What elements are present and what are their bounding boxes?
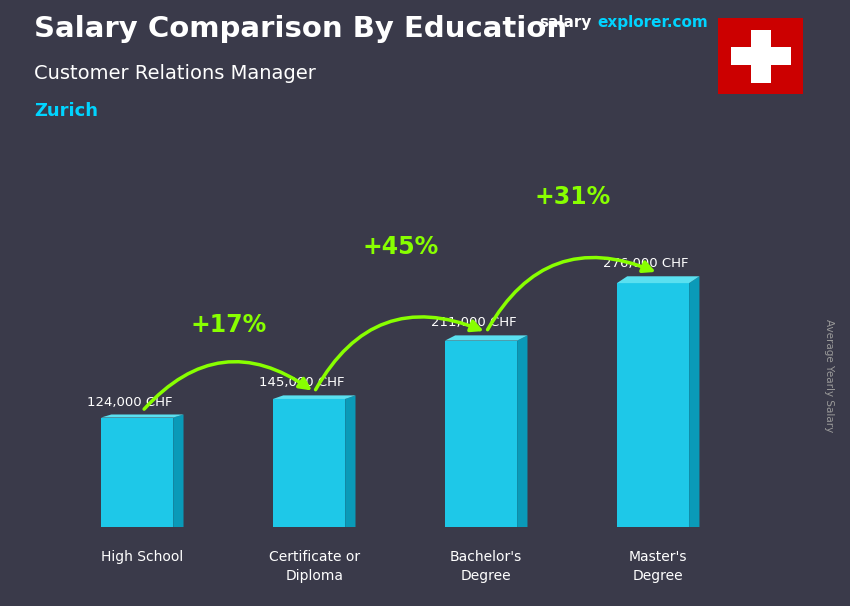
Bar bbox=[617, 283, 689, 527]
Polygon shape bbox=[517, 335, 528, 527]
Text: Average Yearly Salary: Average Yearly Salary bbox=[824, 319, 834, 432]
Text: +45%: +45% bbox=[362, 235, 439, 259]
Polygon shape bbox=[173, 415, 184, 527]
Bar bbox=[731, 47, 790, 65]
Polygon shape bbox=[617, 276, 700, 283]
Text: 211,000 CHF: 211,000 CHF bbox=[431, 316, 517, 330]
Polygon shape bbox=[345, 395, 355, 527]
Text: Customer Relations Manager: Customer Relations Manager bbox=[34, 64, 316, 82]
Text: 145,000 CHF: 145,000 CHF bbox=[259, 376, 344, 390]
Text: 276,000 CHF: 276,000 CHF bbox=[603, 258, 688, 270]
Text: 124,000 CHF: 124,000 CHF bbox=[87, 396, 173, 408]
Polygon shape bbox=[273, 395, 355, 399]
Text: Certificate or
Diploma: Certificate or Diploma bbox=[269, 550, 360, 582]
Text: Bachelor's
Degree: Bachelor's Degree bbox=[450, 550, 522, 582]
Text: High School: High School bbox=[101, 550, 184, 564]
Polygon shape bbox=[101, 415, 184, 418]
Text: +17%: +17% bbox=[190, 313, 266, 336]
Text: salary: salary bbox=[540, 15, 592, 30]
Text: explorer.com: explorer.com bbox=[598, 15, 708, 30]
Bar bbox=[273, 399, 345, 527]
Bar bbox=[751, 30, 771, 82]
Text: Zurich: Zurich bbox=[34, 102, 98, 120]
Polygon shape bbox=[445, 335, 528, 341]
Polygon shape bbox=[689, 276, 700, 527]
Text: +31%: +31% bbox=[534, 185, 610, 208]
Text: Salary Comparison By Education: Salary Comparison By Education bbox=[34, 15, 567, 43]
Bar bbox=[101, 418, 173, 527]
Text: Master's
Degree: Master's Degree bbox=[629, 550, 688, 582]
Bar bbox=[445, 341, 517, 527]
